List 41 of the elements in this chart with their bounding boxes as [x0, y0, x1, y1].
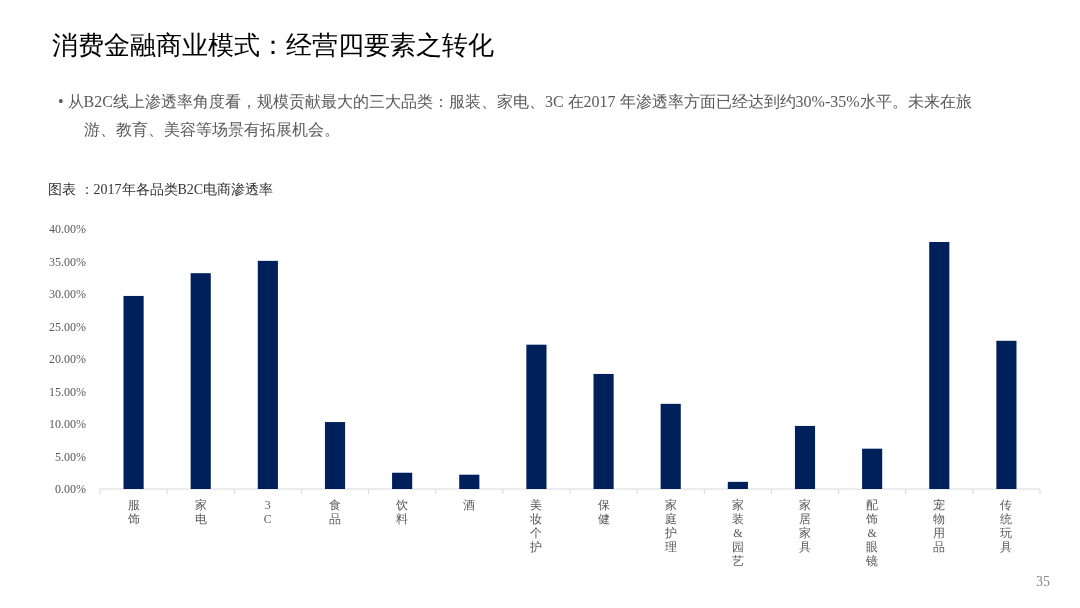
bar	[459, 474, 480, 489]
y-tick-label: 0.00%	[55, 482, 86, 496]
bar	[526, 344, 547, 489]
x-tick-label: 家庭护理	[663, 498, 677, 554]
y-tick-label: 40.00%	[49, 222, 86, 236]
x-tick-label: 美妆个护	[529, 498, 543, 554]
chart-title: 消费金融商业模式：经营四要素之转化	[52, 30, 494, 62]
bar	[324, 422, 346, 489]
bar	[123, 295, 144, 489]
bar	[257, 260, 278, 489]
bar	[727, 481, 748, 489]
x-tick-label: 宠物用品	[933, 498, 946, 554]
x-tick-label: 保健	[597, 498, 610, 526]
bar	[190, 273, 211, 489]
y-tick-label: 35.00%	[49, 254, 86, 269]
x-tick-label: 家电	[194, 498, 207, 526]
y-tick-label: 15.00%	[49, 384, 86, 399]
bar	[794, 425, 816, 489]
bar	[862, 448, 883, 489]
x-tick-label: 配饰&眼镜	[865, 498, 879, 568]
chart-subtitle: • 从B2C线上渗透率角度看，规模贡献最大的三大品类：服装、家电、3C 在2017 年渗透率方面已经达到约30%-35%水平。未来在旅游、教育、美容等场景有拓展机会。	[58, 92, 973, 140]
bar	[392, 472, 413, 489]
x-tick-label: 服饰	[126, 498, 140, 526]
bar	[929, 242, 950, 489]
y-tick-label: 20.00%	[49, 352, 86, 366]
x-tick-label: 酒	[463, 498, 476, 512]
y-tick-label: 30.00%	[49, 287, 86, 301]
x-tick-label: 传统玩具	[1000, 498, 1013, 554]
x-tick-label: 食品	[329, 498, 341, 526]
x-tick-label: 饮料	[395, 498, 409, 526]
x-tick-label: 家居家具	[799, 498, 811, 554]
x-tick-label: 3C	[263, 498, 272, 526]
x-tick-label: 家装&园艺	[731, 498, 744, 568]
text: 图表 ：2017年各品类B2C电商渗透率	[48, 181, 274, 199]
y-tick-label: 25.00%	[49, 319, 86, 334]
bar	[996, 340, 1017, 489]
text: 35	[1036, 574, 1050, 590]
y-tick-label: 10.00%	[49, 417, 86, 431]
bar	[660, 403, 681, 489]
y-tick-label: 5.00%	[55, 449, 86, 464]
bar	[593, 373, 614, 489]
